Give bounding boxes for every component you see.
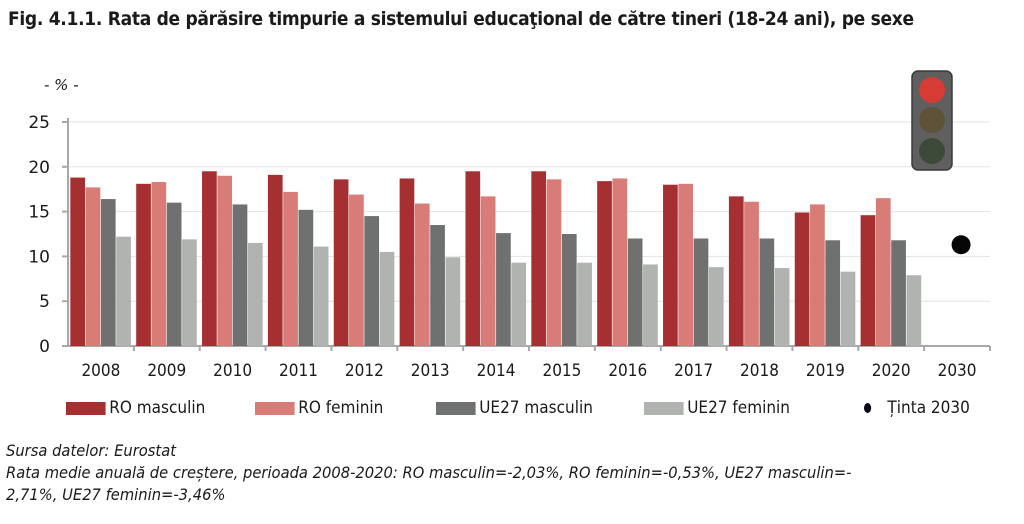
source-note: Sursa datelor: Eurostat — [6, 441, 176, 460]
bar-ue27-feminin-2009 — [182, 239, 197, 346]
bar-ro-feminin-2014 — [480, 196, 496, 346]
bar-ro-masculin-2016 — [597, 181, 612, 346]
bar-ro-feminin-2013 — [414, 203, 430, 346]
bar-ro-feminin-2016 — [612, 178, 628, 346]
bar-ue27-masculin-2015 — [561, 234, 577, 346]
traffic-light-green-lamp — [919, 138, 945, 164]
bar-ue27-feminin-2012 — [379, 251, 395, 346]
bar-ro-masculin-2019 — [794, 212, 810, 346]
legend-swatch — [644, 401, 684, 415]
bar-chart: 0 5 10 15 20 25 2008 2009 2010 2011 2012 2013 2014 20… — [28, 70, 991, 380]
bar-ue27-feminin-2011 — [313, 246, 329, 346]
x-tick-label: 2017 — [674, 360, 713, 380]
legend-swatch — [66, 401, 106, 415]
bar-ue27-masculin-2016 — [627, 238, 643, 346]
bar-ue27-masculin-2008 — [100, 199, 116, 346]
bar-ro-feminin-2018 — [744, 201, 759, 346]
traffic-light-amber-lamp — [919, 107, 945, 133]
x-tick-label: 2013 — [411, 360, 450, 380]
bar-ue27-feminin-2015 — [577, 262, 592, 346]
y-tick-label: 5 — [39, 292, 50, 312]
x-tick-label: 2014 — [477, 360, 516, 380]
legend-item-target: Ținta 2030 — [864, 398, 970, 418]
legend-item-ro-feminin: RO feminin — [255, 398, 383, 418]
unit-label: - % - — [44, 76, 79, 94]
x-tick-label: 2019 — [806, 360, 845, 380]
bar-ro-feminin-2020 — [875, 198, 891, 346]
y-tick-label: 10 — [28, 247, 50, 267]
bar-ue27-feminin-2018 — [774, 268, 790, 346]
bar-ue27-feminin-2014 — [511, 262, 527, 346]
legend-label: Ținta 2030 — [887, 398, 970, 418]
bar-ue27-feminin-2019 — [840, 271, 856, 346]
bar-ro-feminin-2008 — [85, 187, 101, 346]
target-dot-icon — [864, 403, 872, 413]
bar-ro-masculin-2017 — [663, 184, 678, 346]
x-tick-label: 2009 — [147, 360, 186, 380]
y-tick-label: 25 — [28, 113, 50, 133]
legend-item-ue27-feminin: UE27 feminin — [644, 398, 790, 418]
bar-ue27-masculin-2012 — [364, 216, 380, 346]
bar-ro-masculin-2014 — [465, 171, 481, 346]
x-tick-label: 2030 — [938, 360, 977, 380]
bar-ro-masculin-2012 — [333, 179, 349, 346]
bar-ue27-masculin-2017 — [693, 238, 709, 346]
bar-ue27-feminin-2017 — [708, 267, 724, 346]
bar-ro-feminin-2009 — [151, 182, 167, 346]
x-tick-label: 2016 — [608, 360, 647, 380]
legend-item-ro-masculin: RO masculin — [66, 398, 205, 418]
bar-ue27-feminin-2008 — [116, 236, 131, 346]
y-tick-label: 20 — [28, 158, 50, 178]
growth-note-line1: Rata medie anuală de creștere, perioada … — [6, 463, 852, 482]
legend-swatch — [436, 401, 476, 415]
bar-ro-masculin-2018 — [728, 196, 744, 346]
bar-ro-feminin-2010 — [217, 175, 233, 346]
y-tick-label: 15 — [28, 203, 50, 223]
growth-note-line2: 2,71%, UE27 feminin=-3,46% — [6, 485, 226, 504]
bar-ue27-masculin-2010 — [232, 204, 248, 346]
bar-ue27-masculin-2013 — [430, 225, 445, 346]
x-tick-label: 2020 — [872, 360, 911, 380]
bar-ue27-masculin-2020 — [891, 240, 906, 346]
x-tick-label: 2011 — [279, 360, 318, 380]
bar-ue27-masculin-2019 — [825, 240, 841, 346]
legend: RO masculin RO feminin UE27 masculin UE2… — [0, 398, 1024, 428]
legend-label: RO masculin — [109, 398, 206, 418]
x-tick-label: 2008 — [81, 360, 120, 380]
bar-ro-masculin-2010 — [202, 171, 217, 346]
bar-ro-masculin-2011 — [267, 174, 283, 346]
legend-label: UE27 feminin — [687, 398, 790, 418]
bar-ue27-feminin-2020 — [906, 275, 922, 346]
x-tick-label: 2015 — [542, 360, 581, 380]
bar-ro-masculin-2008 — [70, 177, 86, 346]
x-tick-label: 2012 — [345, 360, 384, 380]
bar-ro-feminin-2017 — [678, 183, 694, 346]
bar-ue27-feminin-2010 — [247, 242, 263, 346]
bar-ue27-masculin-2011 — [298, 209, 314, 346]
legend-item-ue27-masculin: UE27 masculin — [436, 398, 593, 418]
bar-ro-feminin-2011 — [283, 191, 298, 346]
bar-ue27-masculin-2014 — [496, 233, 511, 346]
bar-ue27-feminin-2013 — [445, 257, 461, 346]
bar-ro-masculin-2013 — [399, 178, 415, 346]
legend-label: RO feminin — [298, 398, 384, 418]
bar-ro-feminin-2012 — [349, 194, 364, 346]
y-tick-label: 0 — [39, 337, 50, 357]
bar-ue27-masculin-2018 — [759, 238, 775, 346]
bar-ro-masculin-2009 — [136, 183, 151, 346]
traffic-light-red-lamp — [919, 77, 945, 103]
bar-ro-masculin-2015 — [531, 171, 547, 346]
figure-title: Fig. 4.1.1. Rata de părăsire timpurie a … — [8, 8, 914, 30]
legend-label: UE27 masculin — [479, 398, 593, 418]
bar-ue27-masculin-2009 — [166, 202, 182, 346]
bar-ro-feminin-2019 — [810, 204, 825, 346]
legend-swatch — [255, 401, 295, 415]
target-2030-point — [951, 235, 971, 255]
bar-ro-masculin-2020 — [860, 215, 876, 346]
x-tick-label: 2018 — [740, 360, 779, 380]
x-tick-label: 2010 — [213, 360, 252, 380]
bar-ue27-feminin-2016 — [643, 264, 658, 346]
bar-ro-feminin-2015 — [546, 179, 562, 346]
